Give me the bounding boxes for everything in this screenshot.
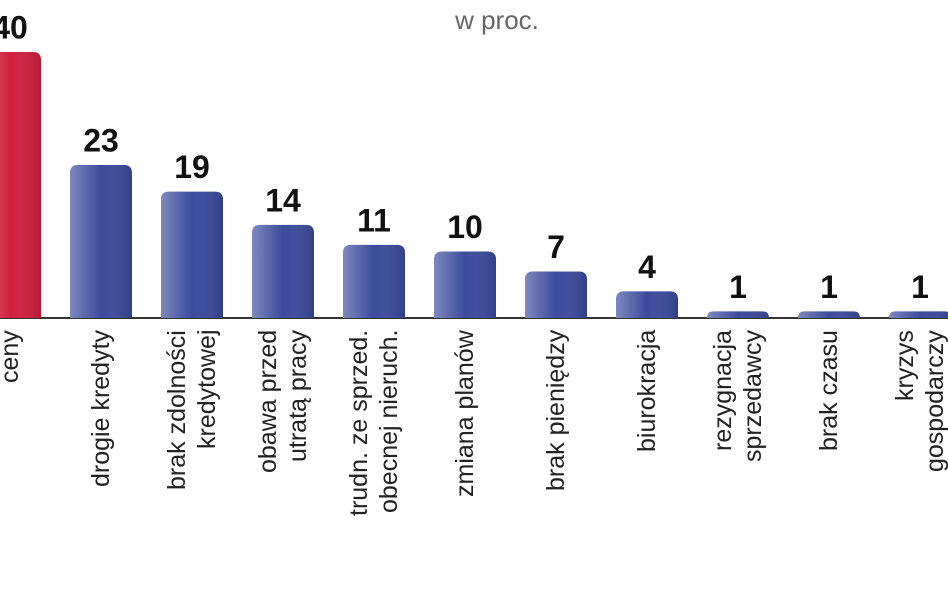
value-label: 23 <box>83 123 119 159</box>
value-label: 1 <box>820 269 838 305</box>
value-label: 19 <box>174 149 210 185</box>
bar-shade <box>161 191 223 318</box>
x-tick-label: brak zdolności kredytowej <box>163 330 221 490</box>
x-tick-label: obawa przed utratą pracy <box>254 330 312 474</box>
value-label: 1 <box>911 269 929 305</box>
bar-shade <box>889 311 948 318</box>
bar-shade <box>70 165 132 318</box>
bar-shade <box>707 311 769 318</box>
x-tick-label: brak czasu <box>815 330 843 451</box>
bar-shade <box>525 271 587 318</box>
chart-subtitle: w proc. <box>454 5 539 35</box>
x-tick-label: biurokracja <box>633 330 661 453</box>
value-label: 14 <box>265 182 301 218</box>
value-label: 11 <box>357 202 391 238</box>
x-tick-label: drogie kredyty <box>87 330 115 488</box>
x-tick-label: rezygnacja sprzedawcy <box>709 330 767 462</box>
value-label: 4 <box>638 249 656 285</box>
value-label: 1 <box>729 269 747 305</box>
bar-shade <box>0 52 41 318</box>
value-label: 40 <box>0 9 28 45</box>
value-label: 7 <box>547 229 565 265</box>
bar-shade <box>252 224 314 318</box>
bar-shade <box>343 244 405 318</box>
bar-shade <box>798 311 860 318</box>
x-tick-label: brak pieniędzy <box>542 330 570 492</box>
x-tick-label: zmiana planów <box>451 330 479 497</box>
x-tick-label: trudn. ze sprzed. obecnej nieruch. <box>345 330 403 517</box>
bar-shade <box>434 251 496 318</box>
bar-shade <box>616 291 678 318</box>
x-tick-label: kryzys gospodarczy <box>891 330 948 472</box>
x-tick-label: ceny <box>0 330 24 383</box>
value-label: 10 <box>447 209 483 245</box>
